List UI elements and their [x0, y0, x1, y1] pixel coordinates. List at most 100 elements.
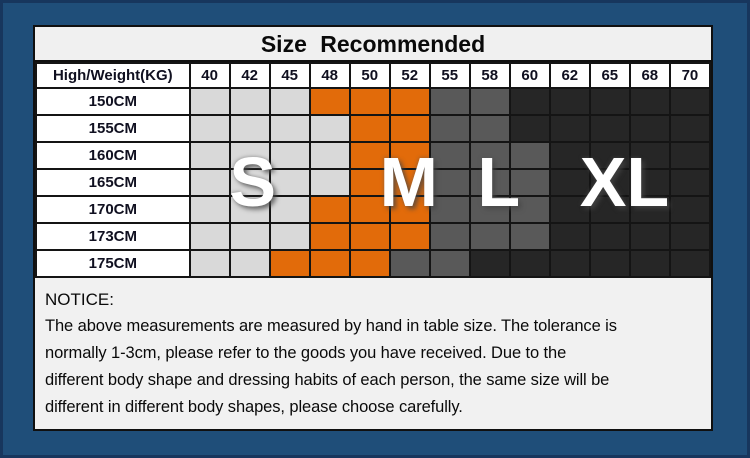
size-cell-xl — [548, 195, 591, 224]
size-table-wrap: High/Weight(KG) 40 42 45 48 50 52 55 58 60 62 65 68… — [35, 62, 712, 278]
size-cell-xl — [628, 195, 671, 224]
size-cell-xl — [628, 168, 671, 197]
notice-section: NOTICE: The above measurements are measu… — [35, 278, 711, 421]
weight-header-48: 48 — [308, 62, 351, 89]
table-row-175cm: 175CM — [35, 249, 712, 278]
height-label: 175CM — [35, 249, 191, 278]
size-cell-m — [348, 87, 391, 116]
size-table: High/Weight(KG) 40 42 45 48 50 52 55 58 60 62 65 68… — [35, 62, 712, 278]
size-cell-m — [308, 87, 351, 116]
weight-header-65: 65 — [588, 62, 631, 89]
size-cell-l — [468, 195, 511, 224]
weight-header-40: 40 — [188, 62, 231, 89]
table-row-150cm: 150CM — [35, 87, 712, 116]
size-cell-s — [188, 222, 231, 251]
height-label: 170CM — [35, 195, 191, 224]
size-cell-xl — [668, 141, 712, 170]
size-cell-l — [468, 168, 511, 197]
size-cell-xl — [508, 249, 551, 278]
size-cell-s — [228, 222, 271, 251]
size-cell-xl — [668, 249, 712, 278]
size-cell-xl — [668, 222, 712, 251]
table-row-155cm: 155CM — [35, 114, 712, 143]
size-cell-s — [308, 168, 351, 197]
size-cell-s — [228, 249, 271, 278]
table-row-170cm: 170CM — [35, 195, 712, 224]
height-label: 155CM — [35, 114, 191, 143]
size-cell-m — [268, 249, 311, 278]
size-cell-l — [508, 222, 551, 251]
size-cell-xl — [468, 249, 511, 278]
header-row: High/Weight(KG) 40 42 45 48 50 52 55 58 60 62 65 68… — [35, 62, 712, 89]
size-cell-xl — [628, 141, 671, 170]
size-cell-s — [188, 87, 231, 116]
size-cell-xl — [588, 249, 631, 278]
size-cell-m — [388, 195, 431, 224]
size-cell-xl — [588, 141, 631, 170]
size-cell-s — [188, 195, 231, 224]
size-cell-xl — [548, 222, 591, 251]
size-cell-m — [348, 222, 391, 251]
size-cell-xl — [548, 114, 591, 143]
size-cell-m — [388, 114, 431, 143]
size-cell-m — [348, 141, 391, 170]
size-cell-xl — [588, 222, 631, 251]
size-cell-l — [508, 141, 551, 170]
notice-heading: NOTICE: — [45, 290, 114, 309]
size-cell-s — [268, 114, 311, 143]
size-cell-l — [428, 87, 471, 116]
size-cell-xl — [548, 141, 591, 170]
weight-header-50: 50 — [348, 62, 391, 89]
size-cell-m — [308, 249, 351, 278]
size-cell-xl — [628, 114, 671, 143]
size-cell-m — [308, 195, 351, 224]
size-cell-xl — [588, 114, 631, 143]
table-row-173cm: 173CM — [35, 222, 712, 251]
size-cell-m — [388, 141, 431, 170]
corner-header: High/Weight(KG) — [35, 62, 191, 89]
size-table-body: 150CM 155CM 160CM 165CM 170CM 173CM 175CM — [35, 87, 712, 278]
size-cell-l — [428, 222, 471, 251]
size-cell-xl — [548, 249, 591, 278]
size-cell-l — [428, 168, 471, 197]
size-cell-xl — [548, 87, 591, 116]
height-label: 150CM — [35, 87, 191, 116]
notice-body: The above measurements are measured by h… — [45, 317, 617, 416]
size-cell-l — [468, 87, 511, 116]
size-cell-s — [228, 87, 271, 116]
size-cell-s — [228, 141, 271, 170]
size-cell-xl — [588, 168, 631, 197]
weight-header-70: 70 — [668, 62, 712, 89]
size-cell-l — [508, 195, 551, 224]
size-cell-xl — [668, 195, 712, 224]
size-cell-m — [348, 249, 391, 278]
size-cell-m — [388, 87, 431, 116]
size-cell-xl — [588, 195, 631, 224]
size-cell-s — [228, 168, 271, 197]
height-label: 173CM — [35, 222, 191, 251]
size-cell-l — [468, 222, 511, 251]
size-cell-xl — [588, 87, 631, 116]
size-cell-s — [228, 195, 271, 224]
size-chart-panel: Size Recommended High/Weight(KG) 40 42 45 4… — [33, 25, 713, 431]
table-row-160cm: 160CM — [35, 141, 712, 170]
size-cell-s — [188, 168, 231, 197]
size-cell-m — [348, 114, 391, 143]
height-label: 165CM — [35, 168, 191, 197]
weight-header-45: 45 — [268, 62, 311, 89]
size-cell-xl — [508, 87, 551, 116]
weight-header-68: 68 — [628, 62, 671, 89]
size-cell-xl — [668, 114, 712, 143]
size-cell-xl — [548, 168, 591, 197]
size-cell-m — [348, 195, 391, 224]
size-cell-l — [428, 195, 471, 224]
chart-title: Size Recommended — [35, 27, 711, 62]
size-cell-s — [268, 141, 311, 170]
size-cell-m — [348, 168, 391, 197]
size-cell-s — [188, 249, 231, 278]
size-cell-l — [428, 141, 471, 170]
weight-header-55: 55 — [428, 62, 471, 89]
size-cell-l — [428, 249, 471, 278]
size-cell-xl — [508, 114, 551, 143]
